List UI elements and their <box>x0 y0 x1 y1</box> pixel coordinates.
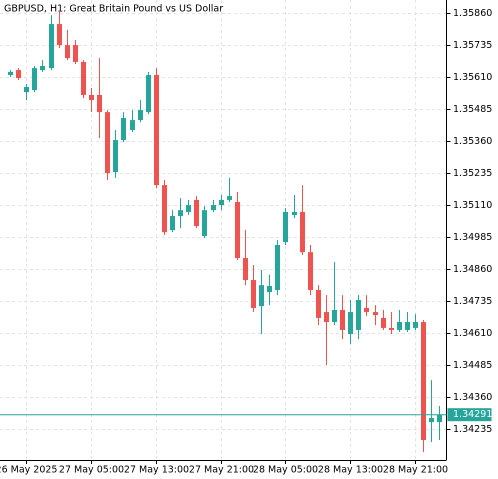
candle-body <box>49 24 54 69</box>
candle-body <box>413 322 418 328</box>
candle-body <box>186 205 191 212</box>
x-tick-label: 28 May 13:00 <box>318 465 383 476</box>
grid-layer <box>0 0 447 460</box>
candle-body <box>397 322 402 330</box>
x-tick-label: 27 May 21:00 <box>189 465 254 476</box>
y-tick-label: 1.35360 <box>453 136 492 147</box>
candle-body <box>211 205 216 211</box>
candle-body <box>332 309 337 323</box>
candle-body <box>373 312 378 316</box>
candle-body <box>275 244 280 291</box>
candle-body <box>8 71 13 76</box>
y-tick-label: 1.34985 <box>453 232 492 243</box>
candle-body <box>243 258 248 281</box>
candle-body <box>202 210 207 237</box>
candle-body <box>65 45 70 59</box>
candle-body <box>227 196 232 200</box>
y-tick-label: 1.35110 <box>453 200 492 211</box>
y-tick-label: 1.34860 <box>453 264 492 275</box>
y-tick-label: 1.35610 <box>453 72 492 83</box>
candle-body <box>300 211 305 253</box>
candle-body <box>340 309 345 330</box>
y-tick-label: 1.34360 <box>453 392 492 403</box>
candle-body <box>146 75 151 113</box>
candle-body <box>364 307 369 313</box>
candle-body <box>292 211 297 216</box>
candle-body <box>437 414 442 423</box>
candle-body <box>113 140 118 173</box>
candle-body <box>138 110 143 121</box>
y-tick-label: 1.35235 <box>453 168 492 179</box>
candle-body <box>421 322 426 441</box>
candle-body <box>348 312 353 335</box>
candle-body <box>121 118 126 141</box>
candle-body <box>130 120 135 131</box>
candle-body <box>73 45 78 62</box>
x-tick-label: 27 May 05:00 <box>59 465 124 476</box>
candle-body <box>259 285 264 307</box>
y-tick-label: 1.35735 <box>453 40 492 51</box>
last-price-box <box>447 408 492 422</box>
candles-layer <box>8 12 442 453</box>
y-tick-label: 1.34610 <box>453 328 492 339</box>
candle-body <box>251 280 256 308</box>
candle-body <box>324 312 329 323</box>
candle-body <box>356 300 361 330</box>
candle-body <box>381 317 386 328</box>
candle-body <box>283 211 288 243</box>
y-tick-label: 1.34485 <box>453 360 492 371</box>
candle-body <box>81 61 86 95</box>
last-price-label: 1.34291 <box>453 409 492 420</box>
candle-body <box>235 201 240 259</box>
chart-title: GBPUSD, H1: Great Britain Pound vs US Do… <box>4 4 223 15</box>
y-tick-label: 1.35860 <box>453 8 492 19</box>
candle-body <box>267 285 272 293</box>
candle-body <box>154 75 159 186</box>
candle-body <box>389 327 394 330</box>
candle-body <box>316 290 321 318</box>
candle-body <box>105 112 110 174</box>
candle-body <box>24 87 29 93</box>
x-tick-label: 26 May 2025 <box>0 465 57 476</box>
candle-body <box>429 418 434 423</box>
y-tick-label: 1.35485 <box>453 104 492 115</box>
candle-body <box>57 24 62 46</box>
candle-body <box>178 210 183 217</box>
candle-body <box>89 94 94 101</box>
candle-body <box>219 199 224 206</box>
candle-body <box>405 322 410 330</box>
x-tick-label: 28 May 21:00 <box>383 465 448 476</box>
candle-body <box>194 199 199 227</box>
candle-body <box>16 70 21 79</box>
x-tick-label: 27 May 13:00 <box>124 465 189 476</box>
y-tick-label: 1.34235 <box>453 424 492 435</box>
x-tick-label: 28 May 05:00 <box>253 465 318 476</box>
candle-body <box>97 94 102 113</box>
candle-body <box>162 185 167 233</box>
candle-body <box>308 252 313 291</box>
y-tick-label: 1.34735 <box>453 296 492 307</box>
candle-body <box>40 66 45 71</box>
candle-body <box>170 216 175 231</box>
candle-body <box>32 68 37 91</box>
